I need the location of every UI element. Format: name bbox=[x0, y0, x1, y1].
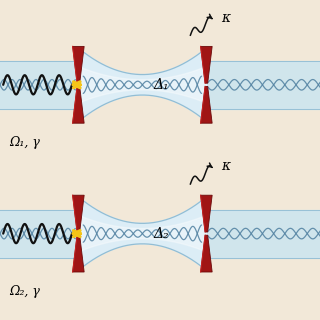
Polygon shape bbox=[78, 67, 206, 103]
Polygon shape bbox=[201, 86, 212, 123]
Text: Ω₁, γ: Ω₁, γ bbox=[10, 136, 40, 149]
Polygon shape bbox=[78, 197, 206, 270]
Text: Ω₂, γ: Ω₂, γ bbox=[10, 285, 40, 298]
Text: κ: κ bbox=[221, 11, 230, 25]
Polygon shape bbox=[78, 48, 206, 122]
Polygon shape bbox=[201, 235, 212, 272]
Polygon shape bbox=[206, 210, 320, 258]
Text: κ: κ bbox=[221, 159, 230, 173]
Polygon shape bbox=[201, 46, 212, 83]
Polygon shape bbox=[78, 215, 206, 252]
Polygon shape bbox=[73, 195, 84, 232]
Text: Δ₁: Δ₁ bbox=[154, 78, 169, 92]
Text: Δ₂: Δ₂ bbox=[154, 227, 169, 241]
Polygon shape bbox=[73, 235, 84, 272]
Polygon shape bbox=[201, 195, 212, 232]
Polygon shape bbox=[206, 61, 320, 109]
Polygon shape bbox=[73, 86, 84, 123]
Polygon shape bbox=[73, 46, 84, 83]
